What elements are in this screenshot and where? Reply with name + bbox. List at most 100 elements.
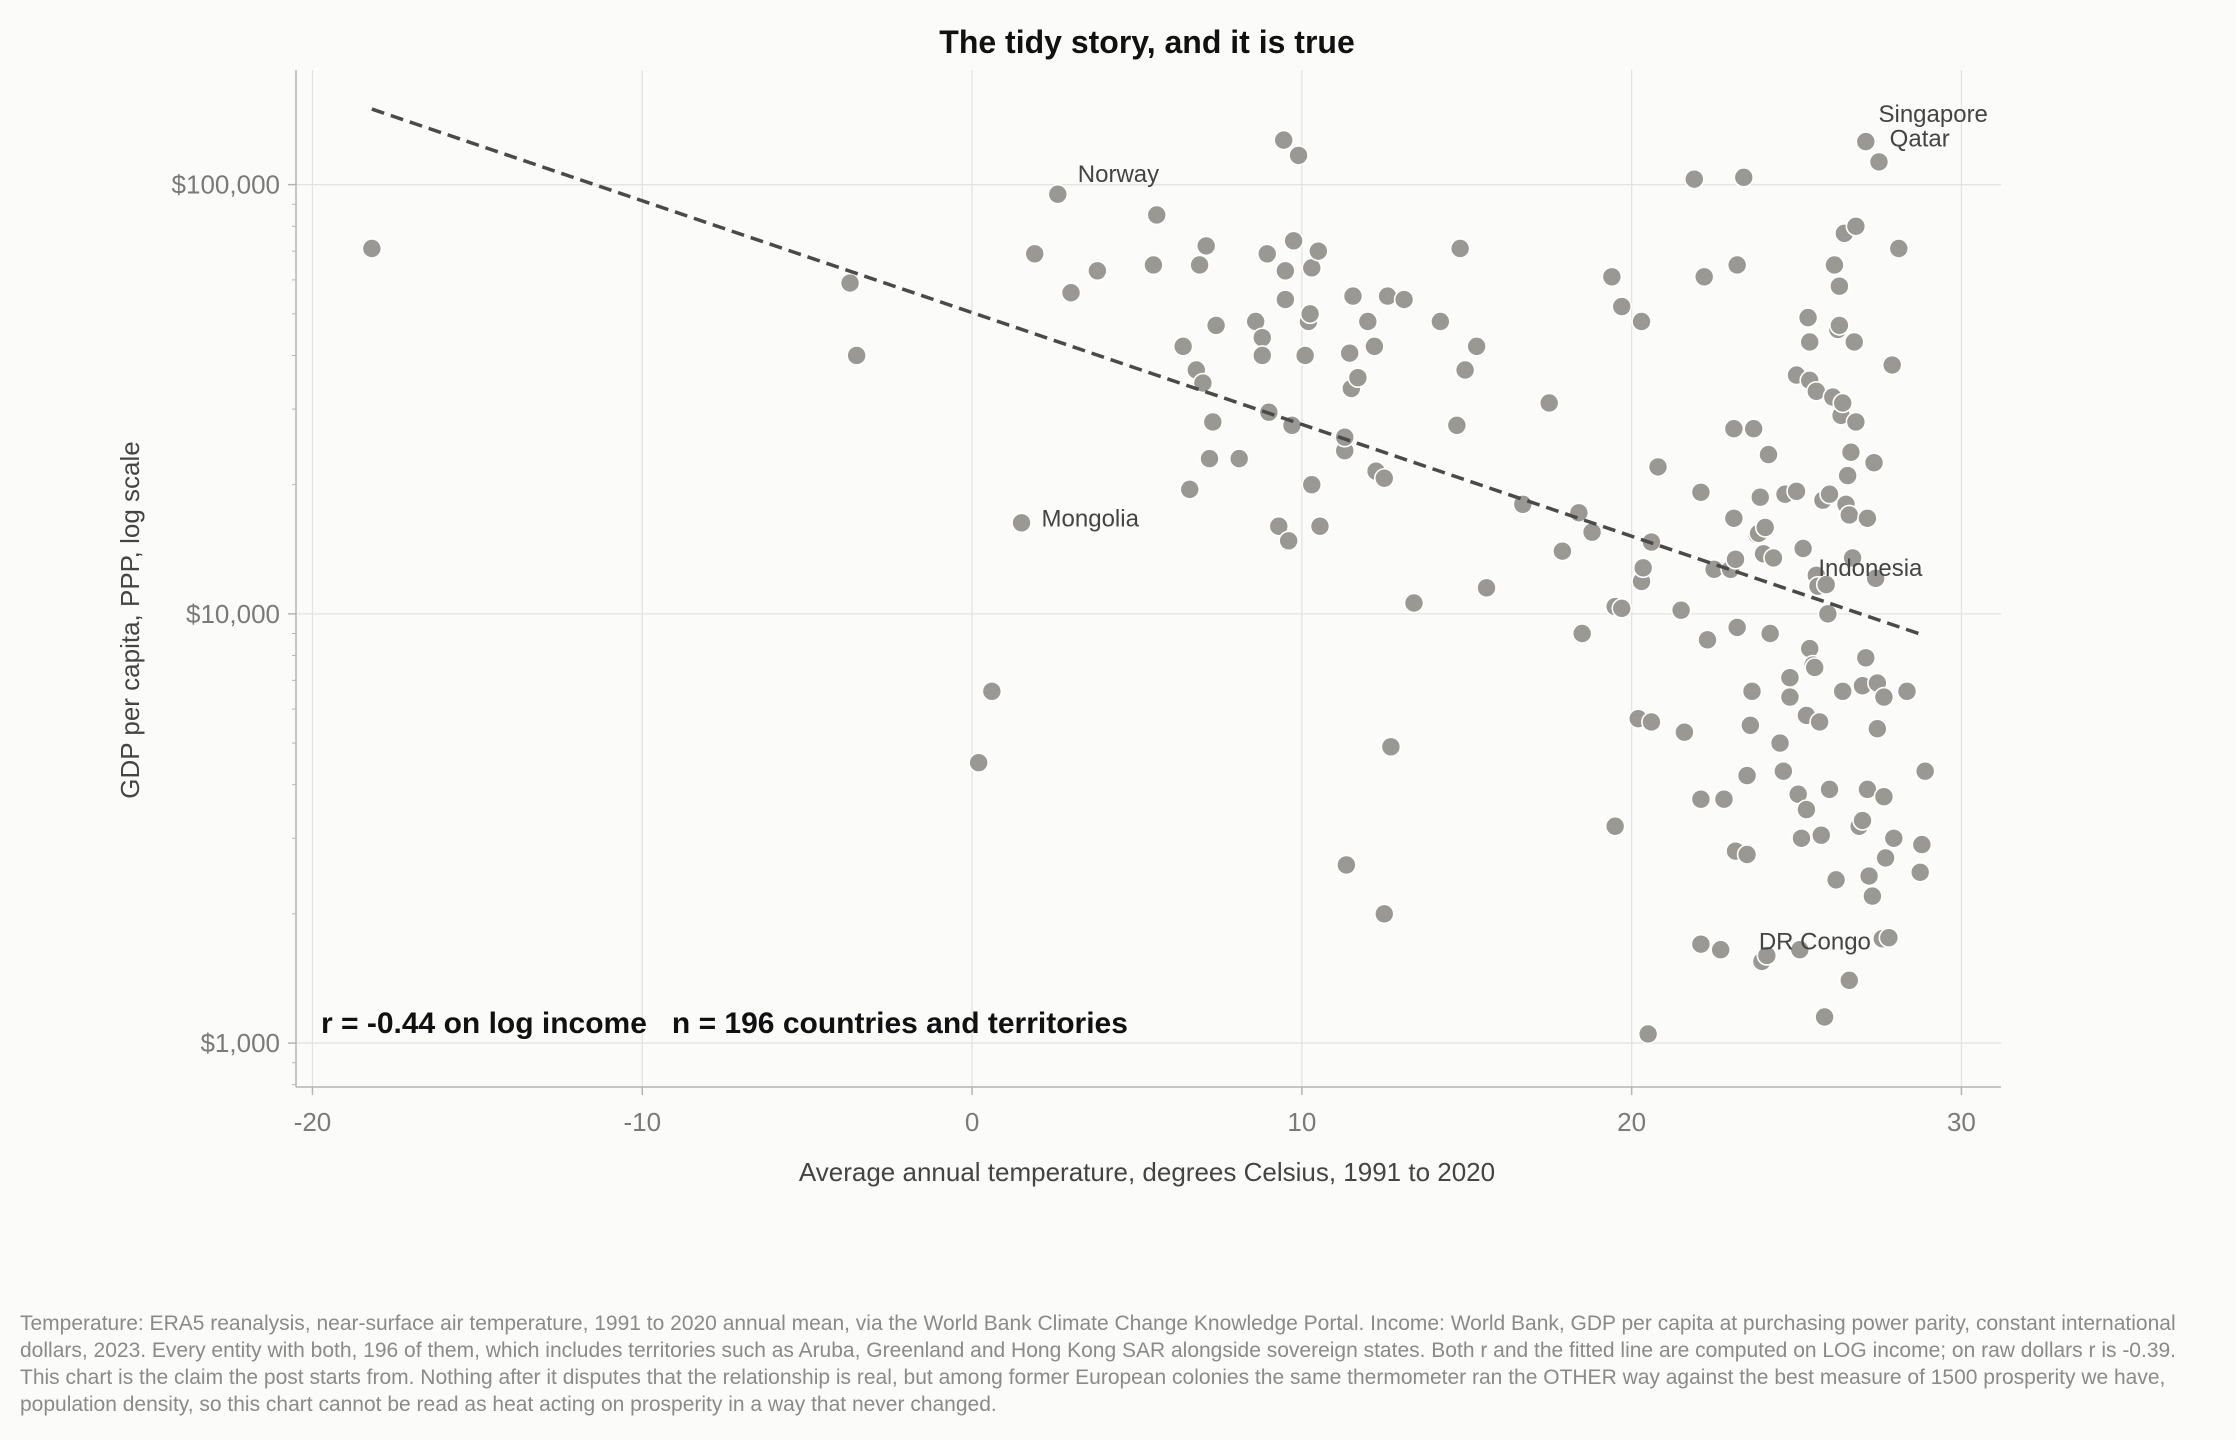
data-point [1792,538,1814,559]
data-point [1838,970,1860,991]
data-point [1670,599,1692,621]
data-point [1733,167,1755,188]
x-tick-label: 30 [1947,1107,1976,1137]
axes [288,70,2001,1095]
x-tick-label: 20 [1617,1107,1646,1137]
data-point [1172,336,1194,357]
data-point [1865,568,1886,589]
data-point [1342,285,1364,307]
data-point [1888,238,1910,259]
data-point [1347,367,1369,389]
data-point [1690,788,1712,810]
data-points [361,129,1936,1045]
data-point [1538,392,1560,414]
data-point [1278,530,1299,552]
data-point [1339,342,1360,364]
data-point [1741,681,1763,702]
data-point [1047,183,1069,205]
data-point [1309,515,1331,537]
data-point [1817,603,1839,625]
data-point [1736,765,1758,786]
data-point [1256,243,1278,265]
data-point [1195,235,1217,257]
x-tick-label: -10 [623,1107,661,1137]
data-point [1308,240,1329,262]
data-point [1726,254,1748,276]
data-point [1840,441,1862,463]
data-point [1758,444,1779,465]
data-point [1205,315,1227,336]
data-point [1809,711,1830,733]
data-point [1824,254,1845,276]
data-point [1873,786,1895,807]
annotation-label: Mongolia [1042,505,1140,532]
data-point [1393,289,1415,310]
scatter-chart: The tidy story, and it is true -20 -10 0 10… [115,24,2001,1187]
data-point [1736,844,1758,865]
data-point [1852,810,1873,831]
grid [296,70,2001,1087]
data-point [1815,574,1837,595]
data-point [968,752,989,774]
data-point [1357,311,1379,332]
data-point [1867,718,1888,740]
y-tick-label: $10,000 [186,599,280,629]
annotation-label: Norway [1078,161,1159,188]
data-point [1769,732,1791,754]
annotation-label: Indonesia [1818,555,1923,582]
data-point [1725,549,1746,570]
data-point [1875,847,1896,869]
data-point [1552,540,1573,562]
trend-line-group [371,107,1920,636]
data-point [1832,681,1854,702]
y-axis-label: GDP per capita, PPP, log scale [115,441,145,798]
data-point [1430,311,1451,332]
data-point [1571,623,1593,644]
data-point [1377,285,1398,307]
data-point [1773,760,1794,782]
data-point [1693,266,1715,288]
data-point [1690,933,1712,955]
data-point [1690,481,1712,503]
x-tick-label: 10 [1287,1107,1316,1137]
data-point [1843,331,1865,353]
data-point [1896,681,1918,702]
stat-annotation: r = -0.44 on log income n = 196 countrie… [321,1007,1128,1040]
data-point [1683,168,1705,190]
data-point [1336,854,1357,876]
data-point [1087,260,1108,282]
data-point [1466,336,1487,357]
data-point [1189,254,1210,276]
annotation-label: DR Congo [1759,928,1871,955]
data-point [1697,629,1718,651]
data-point [1819,779,1840,800]
data-point [1611,598,1633,619]
data-point [1294,345,1316,366]
data-point [1301,474,1323,495]
data-point [1723,418,1745,440]
data-point [1202,411,1224,433]
data-point [1796,799,1817,820]
x-tick-label: 0 [965,1107,979,1137]
data-point [1060,282,1082,304]
data-point [1611,296,1633,317]
data-point [1647,456,1669,478]
data-point [1380,736,1402,758]
data-point [1855,131,1877,152]
data-point [1740,715,1761,736]
footnote: Temperature: ERA5 reanalysis, near-surfa… [20,1312,2177,1416]
data-point [1446,415,1468,436]
data-point [1251,327,1273,348]
y-tick-label: $100,000 [172,170,280,200]
data-point [1710,939,1731,961]
data-point [1604,815,1626,837]
data-point [1749,486,1771,508]
data-point [1373,467,1395,489]
data-point [1228,448,1250,469]
data-point [1791,827,1812,849]
data-point [1883,827,1905,849]
data-point [1845,411,1867,433]
x-tick-label: -20 [294,1107,332,1137]
data-point [1829,315,1850,336]
